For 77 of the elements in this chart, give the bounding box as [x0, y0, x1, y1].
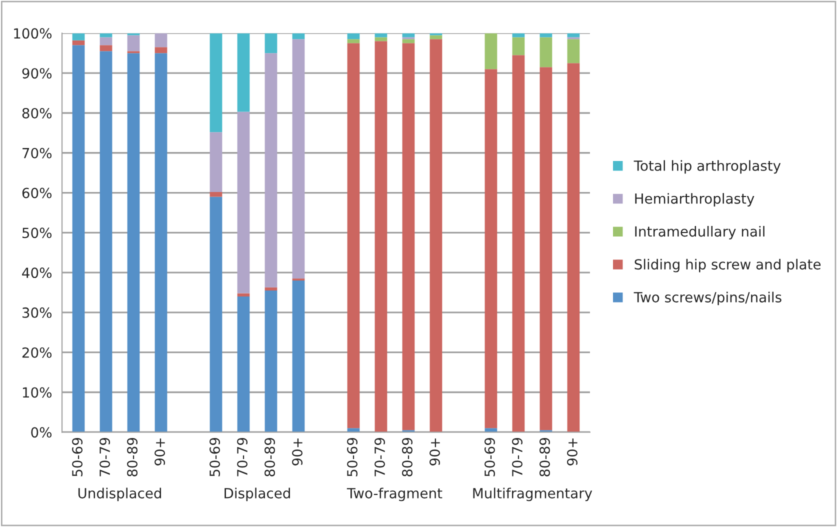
x-tick-label: 50-69 — [210, 438, 220, 476]
x-tick-label: 50-69 — [72, 438, 83, 476]
bar — [402, 43, 415, 430]
bar — [430, 39, 442, 432]
x-tick-label: 80-89 — [127, 438, 138, 476]
legend-label: Intramedullary nail — [635, 226, 764, 240]
bar — [484, 69, 498, 428]
bar — [237, 112, 250, 294]
y-tick-label: 40% — [22, 268, 52, 278]
y-tick-label: 20% — [22, 347, 52, 358]
bar — [264, 290, 278, 432]
bar — [127, 35, 140, 52]
bar — [402, 39, 415, 44]
x-tick-label: 50-69 — [484, 438, 495, 476]
bar — [264, 33, 278, 54]
bar — [292, 39, 305, 279]
legend-label: Hemiarthroplasty — [635, 193, 754, 207]
text: Undisplaced — [78, 488, 162, 502]
bar — [210, 192, 222, 197]
y-tick-label: 10% — [22, 387, 52, 398]
legend-label: Total hip arthroplasty — [634, 160, 781, 174]
x-tick-label: 70-79 — [100, 438, 110, 476]
x-tick-label: 90+ — [154, 438, 166, 466]
bar — [374, 37, 388, 42]
x-tick-label: 80-89 — [402, 438, 413, 476]
bar — [72, 33, 85, 40]
bar — [72, 40, 85, 46]
bar — [100, 45, 112, 52]
bar — [540, 67, 552, 430]
text: Multifragmentary — [473, 488, 592, 502]
text: Two-fragment — [346, 488, 442, 502]
y-tick-label: 0% — [31, 427, 52, 438]
x-tick-label: 90+ — [429, 438, 440, 466]
y-tick-label: 80% — [22, 108, 52, 118]
x-tick-label: 90+ — [292, 438, 303, 466]
bar — [567, 63, 580, 432]
bar — [154, 47, 168, 54]
bar — [292, 280, 305, 432]
legend-label: Two screws/pins/nails — [634, 292, 782, 306]
y-tick-label: 30% — [22, 307, 52, 318]
x-tick-label: 70-79 — [237, 438, 248, 476]
text: Displaced — [224, 488, 290, 502]
bar — [347, 39, 360, 44]
y-tick-label: 50% — [22, 228, 52, 238]
x-tick-label: 90+ — [566, 438, 578, 466]
bar — [374, 41, 388, 432]
y-tick-label: 90% — [22, 68, 52, 79]
x-tick-label: 50-69 — [347, 438, 358, 476]
bar — [264, 287, 278, 291]
legend-label: Sliding hip screw and plate — [634, 258, 821, 272]
bar — [430, 35, 442, 40]
bar — [100, 51, 112, 432]
y-tick-label: 60% — [22, 188, 52, 198]
x-tick-label: 70-79 — [374, 438, 386, 476]
bar — [237, 33, 250, 112]
bar — [512, 37, 525, 56]
bar — [210, 33, 222, 132]
bar — [264, 53, 278, 288]
bar — [154, 33, 168, 48]
bar — [100, 37, 112, 46]
bar — [512, 55, 525, 432]
x-tick-label: 80-89 — [264, 438, 276, 476]
bar — [127, 53, 140, 432]
y-tick-label: 70% — [22, 148, 52, 158]
bar — [484, 33, 498, 70]
y-tick-label: 100% — [14, 28, 52, 39]
bar — [347, 43, 360, 428]
x-tick-label: 70-79 — [512, 438, 522, 476]
bar — [154, 53, 168, 432]
bar — [210, 196, 222, 432]
bar — [237, 293, 250, 296]
bar — [540, 37, 552, 68]
bar — [210, 132, 222, 192]
bar — [72, 45, 85, 432]
bar — [567, 39, 580, 64]
x-tick-label: 80-89 — [539, 438, 550, 476]
bar — [237, 296, 250, 432]
